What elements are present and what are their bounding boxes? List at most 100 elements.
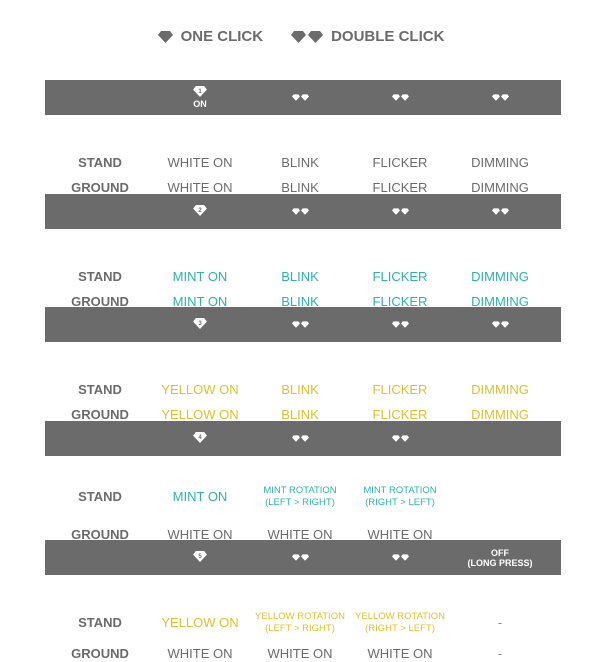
row-label: GROUND xyxy=(71,294,129,309)
mode-cell: FLICKER xyxy=(372,407,428,422)
mode-cell: WHITE ON xyxy=(267,646,333,661)
row-label: STAND xyxy=(78,155,122,170)
mode-section-3: 3 STAND YELLOW ON BLINK FLICKER DIMMING GROUND… xyxy=(45,307,561,421)
row-label: STAND xyxy=(78,489,122,504)
double-gem-icon xyxy=(291,30,324,43)
row-label: GROUND xyxy=(71,407,129,422)
mode-cell: WHITE ON xyxy=(367,646,433,661)
legend-one-click: ONE CLICK xyxy=(157,28,264,45)
mode-cell: WHITE ON xyxy=(167,155,233,170)
mode-cell: MINT ON xyxy=(172,294,228,309)
mode-cell: DIMMING xyxy=(471,407,529,422)
header-cell xyxy=(250,307,350,342)
mode-cell: BLINK xyxy=(281,294,319,309)
double-gem-icon xyxy=(391,321,409,328)
section-header-bar: 1 ON xyxy=(45,80,561,115)
double-gem-icon xyxy=(391,94,409,101)
mode-line-2: (RIGHT > LEFT) xyxy=(365,497,435,508)
gem-number: 3 xyxy=(198,321,202,327)
mode-section-4: 4 STAND MINT ON MINT ROTATION (LEFT > RIGHT)… xyxy=(45,421,561,541)
row-label: GROUND xyxy=(71,527,129,542)
mode-cell: MINT ON xyxy=(172,489,228,504)
section-header-bar: 3 xyxy=(45,307,561,342)
header-cell xyxy=(450,307,550,342)
mode-line-2: (LEFT > RIGHT) xyxy=(265,623,335,634)
double-gem-icon xyxy=(491,321,509,328)
header-cell xyxy=(250,80,350,115)
header-cell xyxy=(350,80,450,115)
row-label: STAND xyxy=(78,382,122,397)
mode-cell: DIMMING xyxy=(471,382,529,397)
row-label: STAND xyxy=(78,615,122,630)
gem-1-icon: 1 xyxy=(193,86,207,99)
mode-cell: YELLOW ROTATION (RIGHT > LEFT) xyxy=(345,611,455,635)
mode-cell: MINT ROTATION (RIGHT > LEFT) xyxy=(345,485,455,509)
mode-cell: YELLOW ON xyxy=(161,407,239,422)
mode-cell: FLICKER xyxy=(372,180,428,195)
mode-cell: DIMMING xyxy=(471,294,529,309)
double-gem-icon xyxy=(291,554,309,561)
mode-cell: MINT ON xyxy=(172,269,228,284)
mode-cell: DIMMING xyxy=(471,180,529,195)
header-text: OFF xyxy=(491,547,509,558)
gem-5-icon: 5 xyxy=(193,551,207,564)
double-gem-icon xyxy=(291,321,309,328)
gem-number: 1 xyxy=(198,89,202,95)
mode-line-1: YELLOW ROTATION xyxy=(355,611,445,622)
row-label: GROUND xyxy=(71,646,129,661)
mode-cell: BLINK xyxy=(281,382,319,397)
mode-cell: - xyxy=(497,615,503,630)
mode-cell: YELLOW ON xyxy=(161,382,239,397)
mode-section-1: 1 ON STAND WHITE ON BLINK FLICKER DIMMING GROUN… xyxy=(45,80,561,194)
section-header-bar: 5 OFF (LONG PRESS) xyxy=(45,540,561,575)
gem-3-icon: 3 xyxy=(193,318,207,331)
section-header-bar: 2 xyxy=(45,194,561,229)
header-cell xyxy=(350,307,450,342)
mode-cell: WHITE ON xyxy=(167,527,233,542)
header-cell xyxy=(250,540,350,575)
mode-cell: WHITE ON xyxy=(367,527,433,542)
mode-section-5: 5 OFF (LONG PRESS) STAND YELLOW ON YELLOW ROT… xyxy=(45,540,561,660)
legend-double-click-label: DOUBLE CLICK xyxy=(331,28,445,45)
legend: ONE CLICK DOUBLE CLICK xyxy=(0,28,602,45)
double-gem-icon xyxy=(291,208,309,215)
double-gem-icon xyxy=(391,208,409,215)
mode-line-1: MINT ROTATION xyxy=(363,485,437,496)
mode-cell: BLINK xyxy=(281,180,319,195)
header-cell xyxy=(250,194,350,229)
mode-cell: FLICKER xyxy=(372,382,428,397)
row-label: STAND xyxy=(78,269,122,284)
gem-number: 4 xyxy=(198,435,202,441)
header-cell: 5 xyxy=(150,540,250,575)
legend-one-click-label: ONE CLICK xyxy=(180,28,264,45)
header-cell xyxy=(450,80,550,115)
gem-icon xyxy=(157,30,173,43)
double-gem-icon xyxy=(491,94,509,101)
mode-cell: BLINK xyxy=(281,155,319,170)
mode-cell: FLICKER xyxy=(372,294,428,309)
double-gem-icon xyxy=(391,435,409,442)
mode-cell: BLINK xyxy=(281,269,319,284)
mode-cell: DIMMING xyxy=(471,269,529,284)
gem-2-icon: 2 xyxy=(193,205,207,218)
header-text-2: (LONG PRESS) xyxy=(467,557,533,568)
mode-cell: WHITE ON xyxy=(167,646,233,661)
double-gem-icon xyxy=(491,208,509,215)
row-label: GROUND xyxy=(71,180,129,195)
header-cell xyxy=(350,421,450,456)
gem-number: 2 xyxy=(198,208,202,214)
mode-cell: DIMMING xyxy=(471,155,529,170)
header-cell: 1 ON xyxy=(150,80,250,115)
mode-line-1: MINT ROTATION xyxy=(263,485,337,496)
header-cell: 3 xyxy=(150,307,250,342)
header-cell xyxy=(450,194,550,229)
double-gem-icon xyxy=(291,435,309,442)
header-cell: 2 xyxy=(150,194,250,229)
mode-section-2: 2 STAND MINT ON BLINK FLICKER DIMMING GROUND MI… xyxy=(45,194,561,308)
header-cell xyxy=(250,421,350,456)
mode-cell: BLINK xyxy=(281,407,319,422)
double-gem-icon xyxy=(391,554,409,561)
section-header-bar: 4 xyxy=(45,421,561,456)
mode-cell: FLICKER xyxy=(372,269,428,284)
double-gem-icon xyxy=(291,94,309,101)
